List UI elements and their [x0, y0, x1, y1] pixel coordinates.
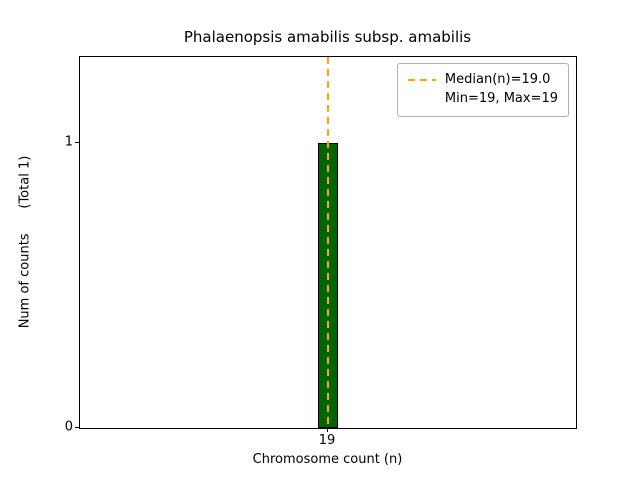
median-dashed-line-sample — [407, 79, 436, 82]
x-axis-label: Chromosome count (n) — [252, 452, 403, 467]
median-line — [327, 57, 329, 428]
chart-title: Phalaenopsis amabilis subsp. amabilis — [183, 28, 472, 46]
ytick-mark-1 — [75, 141, 79, 143]
legend-minmax-label: Min=19, Max=19 — [444, 90, 558, 106]
ytick-label-1: 1 — [64, 134, 73, 150]
y-axis-label: Num of counts (Total 1) — [17, 155, 33, 329]
xtick-mark-19 — [327, 428, 328, 432]
ytick-label-0: 0 — [64, 419, 73, 435]
legend: Median(n)=19.0 Min=19, Max=19 — [396, 63, 569, 117]
legend-median-row: Median(n)=19.0 — [407, 71, 558, 90]
xtick-label-19: 19 — [318, 433, 336, 448]
plot-area: Median(n)=19.0 Min=19, Max=19 — [79, 56, 577, 429]
ytick-mark-0 — [75, 427, 79, 428]
legend-sample-spacer — [408, 98, 436, 100]
legend-minmax-row: Min=19, Max=19 — [408, 90, 558, 109]
legend-median-label: Median(n)=19.0 — [444, 72, 551, 87]
